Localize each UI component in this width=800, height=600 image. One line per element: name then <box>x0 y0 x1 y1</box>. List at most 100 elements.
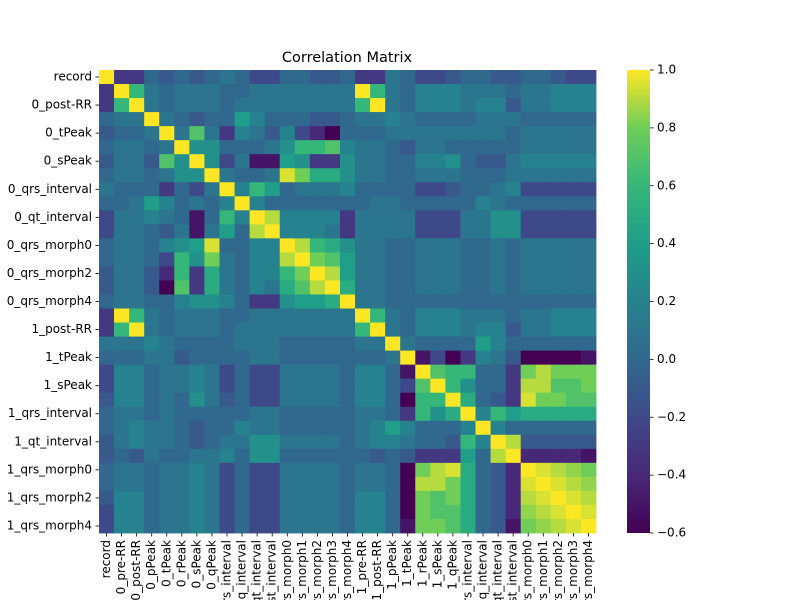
heatmap-cell <box>99 70 115 85</box>
heatmap-cell <box>204 462 220 478</box>
heatmap-cell <box>249 98 266 113</box>
heatmap-cell <box>294 308 311 323</box>
heatmap-cell <box>400 392 416 408</box>
heatmap-cell <box>565 112 582 127</box>
heatmap-cell <box>279 112 296 127</box>
heatmap-cell <box>249 462 266 478</box>
heatmap-cell <box>415 490 431 506</box>
heatmap-cell <box>565 490 582 506</box>
heatmap-cell <box>129 196 145 211</box>
heatmap-cell <box>355 476 371 492</box>
x-tick-label: 1_qrs_morph0 <box>521 540 535 600</box>
heatmap-cell <box>234 504 251 520</box>
heatmap-cell <box>460 350 476 366</box>
heatmap-cell <box>114 308 130 323</box>
heatmap-cell <box>189 322 205 337</box>
colorbar-tick-label: 1.0 <box>657 63 676 77</box>
heatmap-cell <box>580 238 597 253</box>
heatmap-cell <box>445 490 461 506</box>
heatmap-cell <box>355 70 371 85</box>
heatmap-cell <box>114 210 130 225</box>
heatmap-cell <box>520 210 537 225</box>
heatmap-cell <box>400 406 416 422</box>
heatmap-cell <box>309 364 326 380</box>
heatmap-cell <box>535 476 552 492</box>
heatmap-cell <box>324 308 341 323</box>
heatmap-cell <box>99 126 115 141</box>
heatmap-cell <box>490 518 507 534</box>
heatmap-cell <box>505 266 522 281</box>
heatmap-cell <box>339 420 356 436</box>
heatmap-cell <box>99 112 115 127</box>
heatmap-cell <box>294 518 311 534</box>
heatmap-cell <box>370 364 386 380</box>
heatmap-cell <box>204 350 220 366</box>
heatmap-cell <box>445 322 461 337</box>
heatmap-cell <box>565 252 582 267</box>
heatmap-cell <box>219 84 235 99</box>
heatmap-cell <box>294 504 311 520</box>
heatmap-cell <box>264 462 281 478</box>
heatmap-cell <box>309 126 326 141</box>
heatmap-cell <box>249 126 266 141</box>
heatmap-cell <box>144 504 160 520</box>
heatmap-cell <box>550 224 567 239</box>
heatmap-cell <box>339 308 356 323</box>
heatmap-cell <box>159 182 175 197</box>
heatmap-cell <box>249 406 266 422</box>
heatmap-cell <box>415 266 431 281</box>
heatmap-cell <box>580 84 597 99</box>
heatmap-cell <box>324 476 341 492</box>
heatmap-cell <box>520 154 537 169</box>
heatmap-cell <box>520 112 537 127</box>
heatmap-cell <box>189 448 205 464</box>
heatmap-cell <box>550 308 567 323</box>
heatmap-cell <box>535 126 552 141</box>
heatmap-cell <box>234 462 251 478</box>
heatmap-cell <box>174 182 190 197</box>
x-tick-label: 0_pPeak <box>144 540 158 590</box>
heatmap-cell <box>174 70 190 85</box>
heatmap-cell <box>415 364 431 380</box>
heatmap-cell <box>234 350 251 366</box>
x-tick-label: 1_qPeak <box>445 540 459 590</box>
heatmap-cell <box>490 462 507 478</box>
heatmap-cell <box>189 280 205 295</box>
heatmap-cell <box>580 518 597 534</box>
colorbar <box>627 70 650 533</box>
heatmap-cell <box>475 182 491 197</box>
heatmap-cell <box>114 378 130 394</box>
heatmap-cell <box>400 476 416 492</box>
heatmap-cell <box>114 406 130 422</box>
heatmap-cell <box>505 210 522 225</box>
heatmap-cell <box>565 322 582 337</box>
heatmap-cell <box>144 154 160 169</box>
heatmap-cell <box>159 294 175 309</box>
heatmap-cell <box>415 238 431 253</box>
heatmap-cell <box>219 266 235 281</box>
heatmap-cell <box>370 462 386 478</box>
heatmap-cell <box>475 280 491 295</box>
heatmap-cell <box>249 504 266 520</box>
heatmap-cell <box>520 252 537 267</box>
heatmap-cell <box>309 420 326 436</box>
x-tick-label: 1_qrs_morph4 <box>581 540 595 600</box>
heatmap-cell <box>159 462 175 478</box>
heatmap-cell <box>535 490 552 506</box>
heatmap-cell <box>174 462 190 478</box>
heatmap-cell <box>129 154 145 169</box>
heatmap-cell <box>400 140 416 155</box>
heatmap-cell <box>174 322 190 337</box>
heatmap-cell <box>159 434 175 450</box>
heatmap-cell <box>490 294 507 309</box>
heatmap-cell <box>129 322 145 337</box>
heatmap-cell <box>370 98 386 113</box>
heatmap-cell <box>505 294 522 309</box>
heatmap-cell <box>129 84 145 99</box>
heatmap-cell <box>385 126 401 141</box>
heatmap-cell <box>324 392 341 408</box>
heatmap-cell <box>159 336 175 352</box>
y-tick-label: 0_qt_interval <box>14 210 92 224</box>
heatmap-cell <box>385 140 401 155</box>
heatmap-cell <box>129 448 145 464</box>
